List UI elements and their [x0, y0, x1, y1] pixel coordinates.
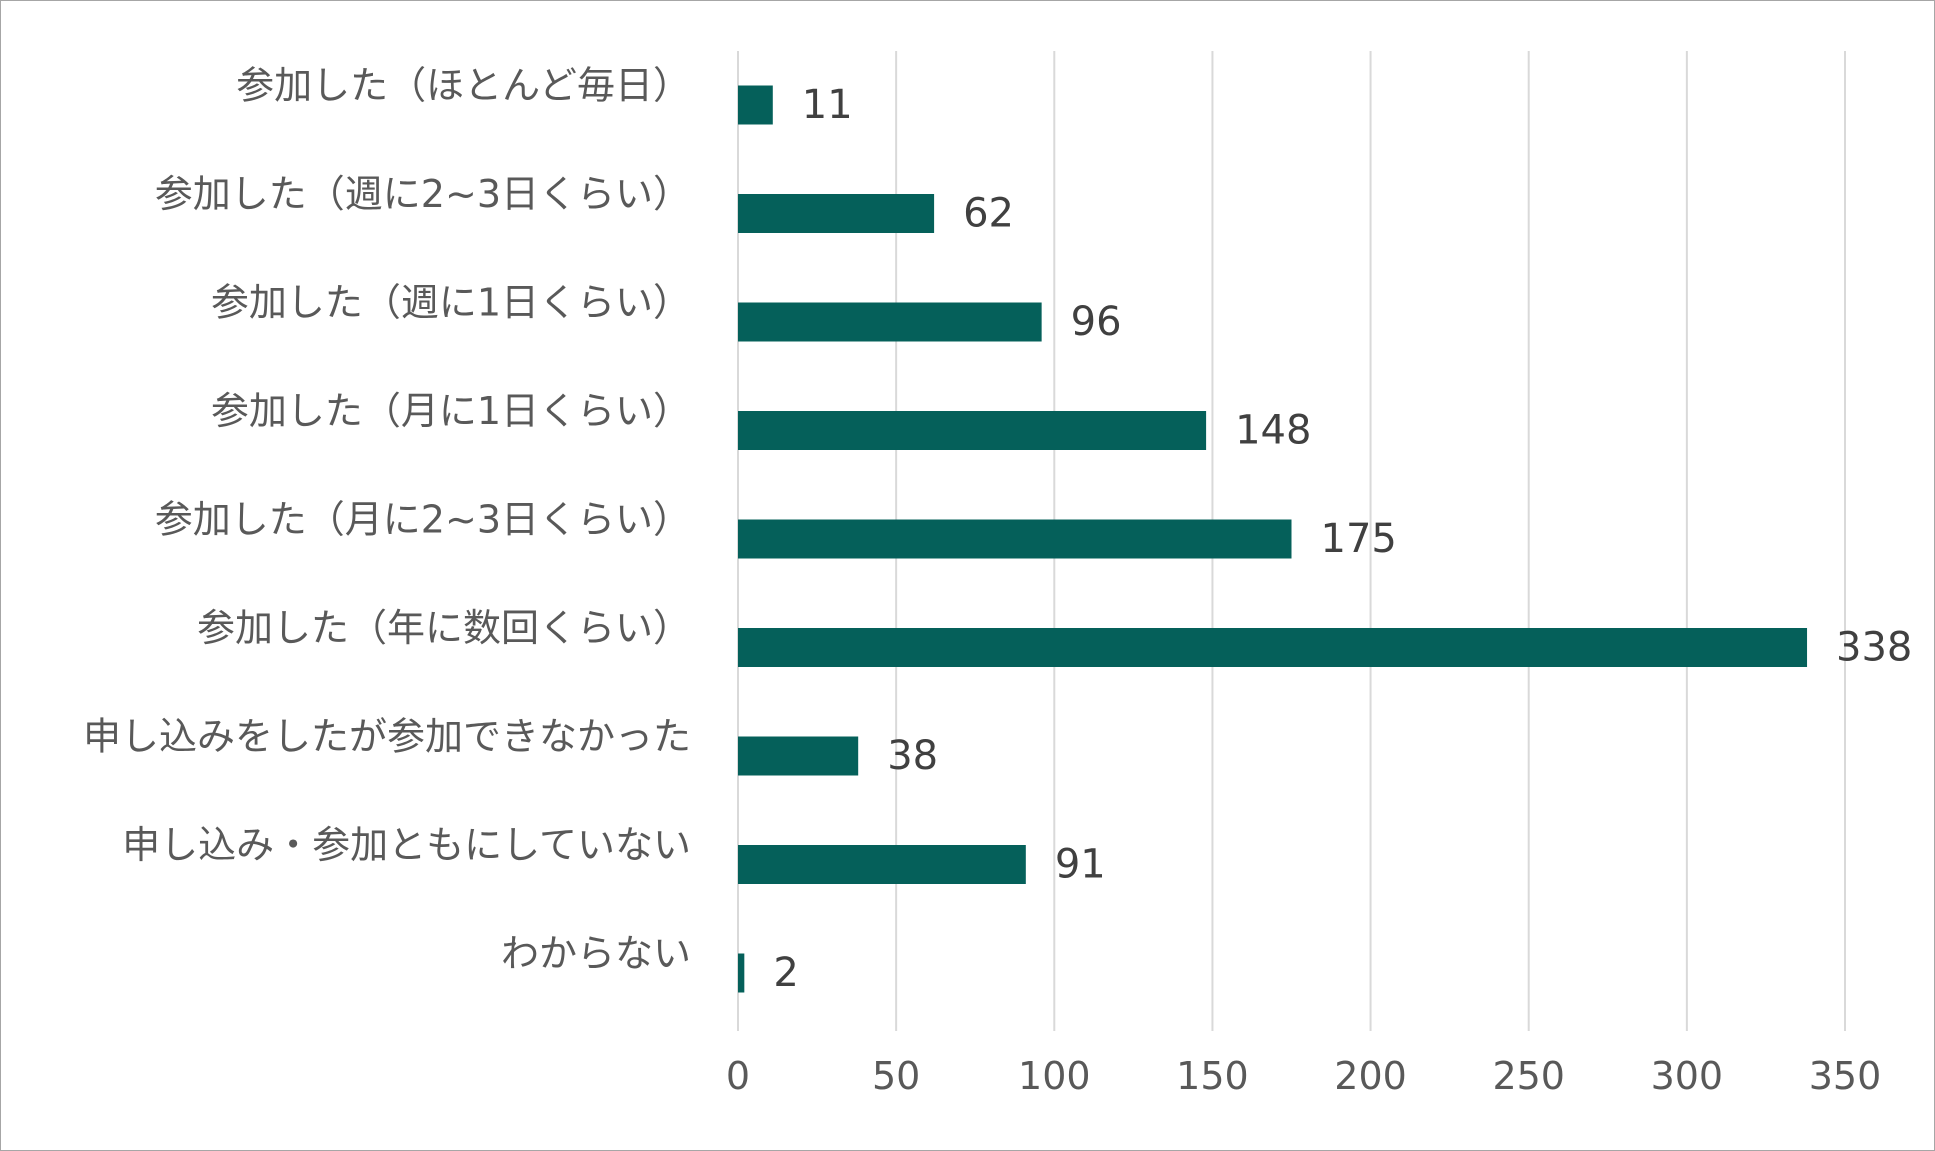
data-label: 11	[802, 82, 853, 128]
bar	[738, 85, 773, 125]
category-label: 参加した（ほとんど毎日）	[236, 64, 691, 108]
value-axis: 0 50 100 150 200 250 300 350	[726, 1054, 1881, 1098]
data-label: 175	[1321, 516, 1397, 562]
x-tick-label: 0	[726, 1054, 750, 1098]
x-tick-label: 50	[872, 1054, 920, 1098]
x-tick-label: 100	[1018, 1054, 1091, 1098]
data-labels: 11 62 96 148 175 338 38 91 2	[773, 82, 1912, 996]
data-label: 96	[1071, 299, 1122, 345]
bar	[738, 845, 1026, 884]
bar	[738, 953, 745, 993]
data-label: 62	[963, 191, 1014, 237]
data-label: 2	[773, 950, 798, 996]
bar	[738, 628, 1808, 667]
category-label: 参加した（月に1日くらい）	[211, 389, 691, 433]
category-label: 参加した（月に2~3日くらい）	[155, 498, 691, 542]
data-label: 91	[1055, 842, 1106, 888]
x-tick-label: 200	[1334, 1054, 1407, 1098]
bars	[738, 85, 1808, 993]
category-label: 参加した（週に2~3日くらい）	[155, 172, 691, 216]
category-label: 参加した（年に数回くらい）	[197, 606, 691, 650]
data-label: 38	[887, 733, 938, 779]
bar	[738, 519, 1292, 559]
category-label: 申し込み・参加ともにしていない	[122, 823, 691, 867]
category-label: わからない	[501, 932, 691, 976]
bar	[738, 736, 859, 776]
x-tick-label: 250	[1492, 1054, 1565, 1098]
data-label: 338	[1836, 625, 1912, 671]
bar	[738, 302, 1042, 342]
data-label: 148	[1235, 408, 1311, 454]
bar	[738, 194, 935, 233]
category-labels: 参加した（ほとんど毎日） 参加した（週に2~3日くらい） 参加した（週に1日くらい）…	[83, 64, 691, 976]
x-tick-label: 350	[1809, 1054, 1882, 1098]
category-label: 申し込みをしたが参加できなかった	[83, 715, 691, 759]
x-tick-label: 300	[1651, 1054, 1724, 1098]
x-tick-label: 150	[1176, 1054, 1249, 1098]
bar	[738, 411, 1207, 450]
category-label: 参加した（週に1日くらい）	[211, 281, 691, 325]
